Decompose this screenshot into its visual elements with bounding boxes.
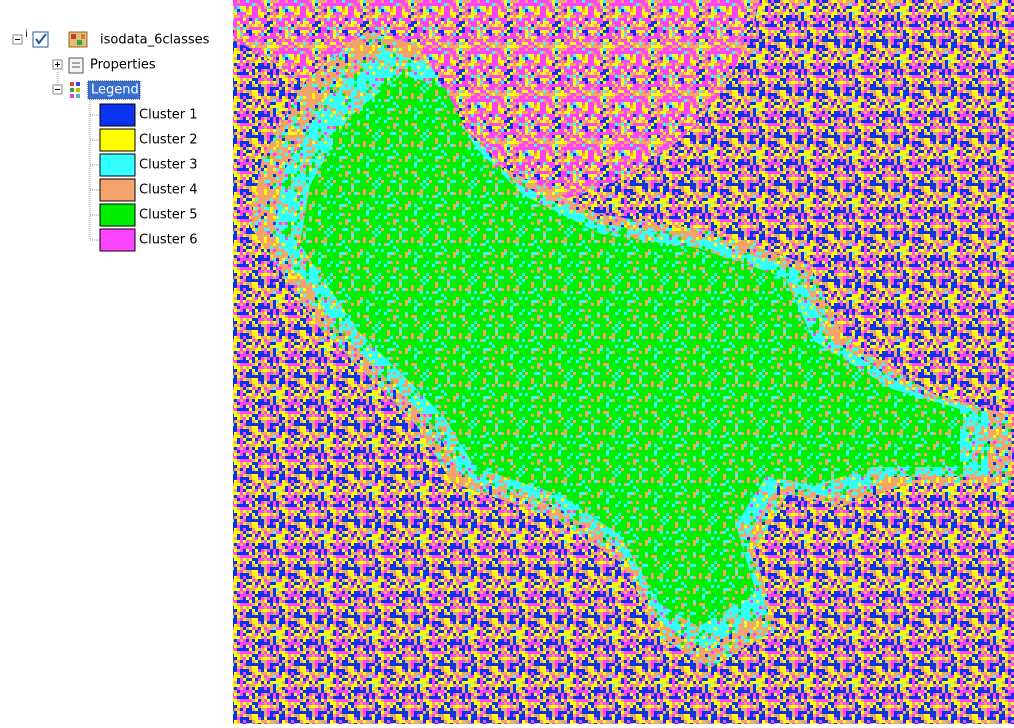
legend-item-label[interactable]: Cluster 5	[139, 208, 198, 223]
legend-swatch	[100, 129, 135, 151]
info-icon: i	[25, 29, 28, 40]
layer-name[interactable]: isodata_6classes	[100, 33, 210, 48]
legend-swatch	[100, 104, 135, 126]
window: i isodata_6classes Properties Legend Clu…	[0, 0, 1014, 724]
legend-swatch	[100, 229, 135, 251]
legend-item-label[interactable]: Cluster 4	[139, 183, 198, 198]
legend-item-label[interactable]: Cluster 1	[139, 108, 198, 123]
legend-swatch	[100, 154, 135, 176]
properties-icon	[69, 58, 83, 73]
legend-swatch	[100, 179, 135, 201]
properties-label[interactable]: Properties	[90, 58, 156, 73]
classified-image	[233, 0, 1014, 724]
legend-item-label[interactable]: Cluster 3	[139, 158, 198, 173]
legend-swatch	[100, 204, 135, 226]
legend-item-label[interactable]: Cluster 6	[139, 233, 198, 248]
legend-label[interactable]: Legend	[91, 83, 139, 98]
legend-item-label[interactable]: Cluster 2	[139, 133, 198, 148]
raster-icon	[69, 32, 87, 47]
